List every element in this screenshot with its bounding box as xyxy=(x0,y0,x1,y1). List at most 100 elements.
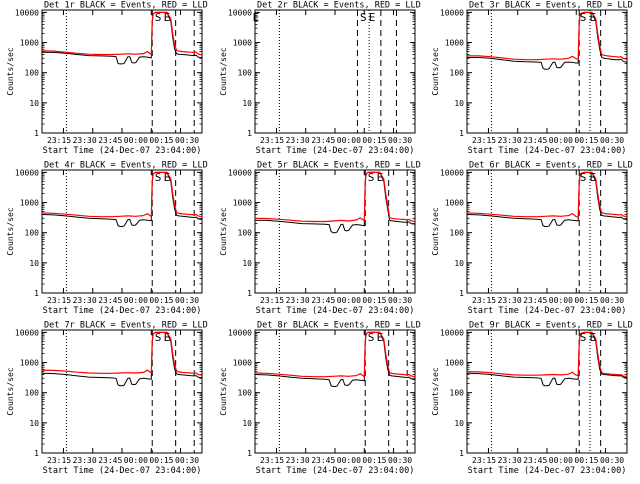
x-axis-label: Start Time (24-Dec-07 23:04:00) xyxy=(256,146,415,156)
series-line-events xyxy=(41,171,203,227)
marker-e: E xyxy=(164,11,171,24)
y-tick-label: 100 xyxy=(238,69,253,78)
series-line-lld xyxy=(466,331,628,378)
y-tick-label: 1 xyxy=(247,289,252,298)
y-tick-label: 1000 xyxy=(20,199,39,208)
series-line-events xyxy=(41,11,203,65)
y-axis-label: Counts/sec xyxy=(219,47,228,95)
y-tick-label: 10 xyxy=(29,259,39,268)
y-tick-label: 10 xyxy=(454,259,464,268)
y-tick-label: 10000 xyxy=(440,8,464,17)
series-line-lld xyxy=(41,171,203,218)
x-axis-label: Start Time (24-Dec-07 23:04:00) xyxy=(468,146,627,156)
marker-s: S xyxy=(580,331,587,344)
series-line-events xyxy=(254,171,416,234)
marker-s: S xyxy=(155,331,162,344)
y-tick-label: 1000 xyxy=(20,39,39,48)
x-tick-label: 23:45 xyxy=(98,456,122,465)
y-tick-label: 100 xyxy=(450,389,465,398)
x-tick-label: 00:15 xyxy=(574,456,598,465)
x-tick-label: 00:00 xyxy=(124,456,148,465)
x-axis-label: Start Time (24-Dec-07 23:04:00) xyxy=(43,466,202,476)
x-tick-label: 23:30 xyxy=(73,296,97,305)
y-axis-label: Counts/sec xyxy=(6,47,15,95)
y-tick-label: 1000 xyxy=(233,199,252,208)
x-tick-label: 23:30 xyxy=(73,456,97,465)
series-line-events xyxy=(466,171,628,227)
x-axis-label: Start Time (24-Dec-07 23:04:00) xyxy=(468,306,627,316)
marker-s: S xyxy=(155,171,162,184)
x-axis-label: Start Time (24-Dec-07 23:04:00) xyxy=(468,466,627,476)
y-tick-label: 100 xyxy=(238,389,253,398)
x-tick-label: 00:30 xyxy=(600,296,624,305)
y-tick-label: 10 xyxy=(242,259,252,268)
marker-e: E xyxy=(590,331,597,344)
x-tick-label: 23:15 xyxy=(260,296,284,305)
y-tick-label: 1 xyxy=(459,289,464,298)
series-line-lld xyxy=(254,171,416,223)
series-line-events xyxy=(467,11,628,70)
y-tick-label: 10000 xyxy=(228,328,252,337)
x-tick-label: 00:00 xyxy=(337,456,361,465)
x-tick-label: 00:15 xyxy=(574,136,598,145)
x-tick-label: 23:15 xyxy=(47,456,71,465)
y-tick-label: 10000 xyxy=(15,328,39,337)
y-tick-label: 1000 xyxy=(445,199,464,208)
marker-e: E xyxy=(590,171,597,184)
x-tick-label: 00:15 xyxy=(362,296,386,305)
y-tick-label: 10 xyxy=(242,419,252,428)
y-tick-label: 10 xyxy=(29,419,39,428)
marker-e: E xyxy=(253,11,260,24)
chart-title: Det 8r BLACK = Events, RED = LLD xyxy=(257,321,421,331)
marker-e: E xyxy=(164,331,171,344)
x-tick-label: 00:00 xyxy=(337,296,361,305)
x-tick-label: 23:30 xyxy=(286,136,310,145)
x-tick-label: 23:15 xyxy=(472,296,496,305)
x-tick-label: 23:45 xyxy=(311,136,335,145)
y-tick-label: 1 xyxy=(34,129,39,138)
x-tick-label: 23:45 xyxy=(98,296,122,305)
marker-e: E xyxy=(590,11,597,24)
y-tick-label: 1000 xyxy=(445,359,464,368)
series-line-events xyxy=(466,331,628,387)
x-tick-label: 00:15 xyxy=(149,456,173,465)
x-tick-label: 23:45 xyxy=(311,456,335,465)
marker-s: S xyxy=(360,11,367,24)
y-axis-label: Counts/sec xyxy=(6,367,15,415)
y-tick-label: 10 xyxy=(454,99,464,108)
series-line-lld xyxy=(41,11,203,56)
series-line-lld xyxy=(467,11,628,61)
y-tick-label: 1 xyxy=(459,129,464,138)
y-tick-label: 10000 xyxy=(440,168,464,177)
x-tick-label: 23:15 xyxy=(260,136,284,145)
y-axis-label: Counts/sec xyxy=(431,367,440,415)
marker-s: S xyxy=(155,11,162,24)
y-tick-label: 10 xyxy=(242,99,252,108)
x-tick-label: 00:00 xyxy=(549,136,573,145)
x-tick-label: 23:15 xyxy=(47,296,71,305)
y-tick-label: 1000 xyxy=(445,39,464,48)
x-tick-label: 00:15 xyxy=(574,296,598,305)
y-axis-label: Counts/sec xyxy=(219,367,228,415)
chart-title: Det 7r BLACK = Events, RED = LLD xyxy=(44,321,208,331)
series-line-events xyxy=(41,331,203,387)
x-tick-label: 00:30 xyxy=(388,456,412,465)
x-tick-label: 00:30 xyxy=(600,136,624,145)
y-axis-label: Counts/sec xyxy=(219,207,228,255)
y-tick-label: 100 xyxy=(25,229,40,238)
marker-e: E xyxy=(164,171,171,184)
y-tick-label: 10000 xyxy=(15,168,39,177)
series-line-lld xyxy=(41,331,203,376)
y-tick-label: 10000 xyxy=(440,328,464,337)
x-tick-label: 00:30 xyxy=(388,136,412,145)
chart-title: Det 3r BLACK = Events, RED = LLD xyxy=(469,1,633,11)
x-tick-label: 23:45 xyxy=(523,136,547,145)
y-tick-label: 1 xyxy=(459,449,464,458)
y-tick-label: 1000 xyxy=(233,359,252,368)
x-axis-label: Start Time (24-Dec-07 23:04:00) xyxy=(256,466,415,476)
chart-title: Det 4r BLACK = Events, RED = LLD xyxy=(44,161,208,171)
y-tick-label: 100 xyxy=(450,69,465,78)
y-tick-label: 1 xyxy=(247,449,252,458)
y-tick-label: 10000 xyxy=(15,8,39,17)
